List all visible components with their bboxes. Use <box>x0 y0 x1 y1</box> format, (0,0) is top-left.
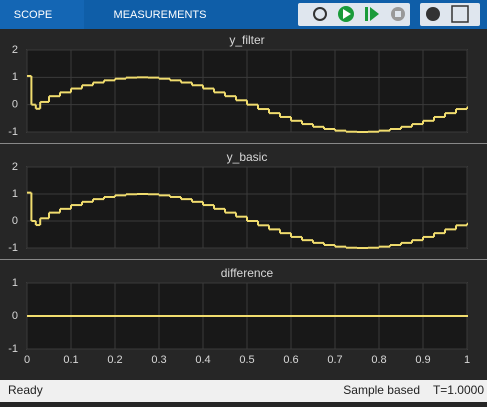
chart-title: difference <box>221 266 274 280</box>
y-tick-label: -1 <box>8 343 18 355</box>
x-tick-label: 0.2 <box>107 354 122 366</box>
y-tick-label: 2 <box>12 44 18 56</box>
x-tick-label: 0.1 <box>63 354 78 366</box>
y-tick-label: 0 <box>12 215 18 227</box>
status-bar <box>0 380 487 402</box>
help-button[interactable] <box>426 7 440 21</box>
y-tick-label: 2 <box>12 161 18 173</box>
stop-icon <box>395 11 401 17</box>
x-tick-label: 0.4 <box>195 354 210 366</box>
status-mode: Sample based <box>343 383 420 397</box>
x-tick-label: 0.3 <box>151 354 166 366</box>
y-tick-label: -1 <box>8 242 18 254</box>
status-text: Ready <box>8 383 43 397</box>
y-tick-label: 0 <box>12 310 18 322</box>
x-tick-label: 0.9 <box>415 354 430 366</box>
y-tick-label: 1 <box>12 71 18 83</box>
step-back-button[interactable] <box>313 7 327 21</box>
chart-title: y_basic <box>227 150 268 164</box>
undock-button[interactable] <box>451 5 469 23</box>
toolbar-buttons <box>298 3 480 26</box>
y-tick-label: 1 <box>12 188 18 200</box>
chart-title: y_filter <box>229 33 264 47</box>
step-icon <box>370 7 379 21</box>
run-controls <box>298 3 410 26</box>
x-tick-label: 0.5 <box>239 354 254 366</box>
x-tick-label: 1 <box>464 354 470 366</box>
step-button[interactable] <box>365 7 368 21</box>
x-tick-label: 0 <box>24 354 30 366</box>
y-tick-label: 1 <box>12 277 18 289</box>
tab[interactable]: SCOPE <box>14 9 53 21</box>
run-icon <box>343 9 351 19</box>
y-tick-label: -1 <box>8 126 18 138</box>
x-tick-label: 0.6 <box>283 354 298 366</box>
tab-active[interactable] <box>0 0 84 29</box>
y-tick-label: 0 <box>12 99 18 111</box>
x-tick-label: 0.8 <box>371 354 386 366</box>
status-time: T=1.0000 <box>433 383 484 397</box>
tab[interactable]: MEASUREMENTS <box>114 9 207 21</box>
x-tick-label: 0.7 <box>327 354 342 366</box>
